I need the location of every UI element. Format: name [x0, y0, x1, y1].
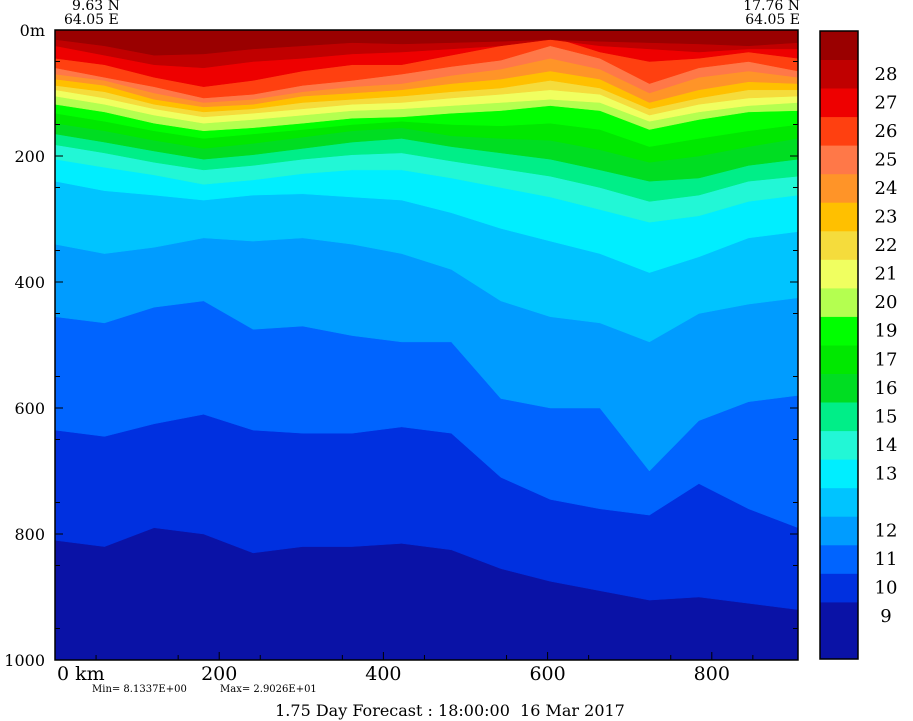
colorbar-label: 14: [875, 435, 898, 456]
colorbar-label: 13: [875, 464, 898, 485]
axes: 0m 200 400 600 800 1000 0 km 200 400 600 800: [4, 21, 798, 685]
colorbar-label: 16: [875, 378, 898, 399]
colorbar-label: 9: [880, 606, 891, 627]
colorbar-segment: [820, 59, 858, 89]
colorbar-segment: [820, 88, 858, 118]
max-label: Max= 2.9026E+01: [220, 684, 317, 695]
left-latitude: 9.63 N: [72, 0, 120, 14]
colorbar-segment: [820, 31, 858, 60]
x-tick-label: 600: [529, 663, 565, 685]
forecast-caption: 1.75 Day Forecast : 18:00:00 16 Mar 2017: [275, 701, 625, 720]
colorbar-segment: [820, 145, 858, 175]
colorbar-label: 19: [875, 321, 898, 342]
colorbar-label: 11: [875, 549, 898, 570]
x-tick-label: 200: [201, 663, 237, 685]
x-tick-label: 0 km: [57, 663, 105, 685]
y-tick-label: 800: [14, 525, 45, 544]
right-longitude: 64.05 E: [745, 12, 800, 28]
plot-frame: [54, 29, 799, 661]
colorbar-segment: [820, 373, 858, 403]
colorbar-segment: [820, 516, 858, 546]
colorbar-segment: [820, 487, 858, 517]
colorbar-label: 17: [875, 349, 898, 370]
y-tick-label: 0m: [20, 21, 45, 40]
colorbar-label: 25: [875, 150, 898, 171]
colorbar-segment: [820, 287, 858, 317]
colorbar-label: 12: [875, 521, 898, 542]
y-tick-label: 600: [14, 399, 45, 418]
right-latitude: 17.76 N: [743, 0, 800, 14]
colorbar-label: 27: [875, 92, 898, 113]
y-tick-label: 200: [14, 147, 45, 166]
colorbar-segment: [820, 173, 858, 203]
colorbar-label: 20: [875, 292, 898, 313]
y-tick-label: 1000: [4, 651, 45, 670]
x-tick-label: 800: [694, 663, 730, 685]
colorbar-label: 28: [875, 64, 898, 85]
colorbar-label: 22: [875, 235, 898, 256]
colorbar-frame: [819, 30, 859, 660]
min-label: Min= 8.1337E+00: [92, 684, 187, 695]
colorbar-segment: [820, 345, 858, 374]
plot-area: [55, 30, 798, 660]
colorbar-segment: [820, 230, 858, 260]
colorbar-segment: [820, 573, 858, 603]
colorbar-segment: [820, 259, 858, 289]
colorbar-segment: [820, 316, 858, 346]
colorbar: 9 10 11 12 13 14 15 16 17 19 20 21 22 23 24 25 26 27 28: [819, 30, 898, 660]
y-tick-label: 400: [14, 273, 45, 292]
colorbar-label: 23: [875, 207, 898, 228]
colorbar-label: 15: [875, 406, 898, 427]
colorbar-label: 24: [875, 178, 898, 199]
colorbar-segment: [820, 459, 858, 489]
colorbar-segment: [820, 601, 858, 631]
colorbar-label: 26: [875, 121, 898, 142]
colorbar-segment: [820, 202, 858, 232]
colorbar-segment: [820, 402, 858, 432]
left-longitude: 64.05 E: [64, 12, 119, 28]
colorbar-segment: [820, 630, 858, 660]
colorbar-label: 10: [875, 578, 898, 599]
colorbar-segment: [820, 544, 858, 574]
isotherm-band-28: [55, 30, 798, 56]
colorbar-segment: [820, 116, 858, 146]
x-tick-label: 400: [365, 663, 401, 685]
colorbar-label: 21: [875, 264, 898, 285]
colorbar-segment: [820, 430, 858, 460]
